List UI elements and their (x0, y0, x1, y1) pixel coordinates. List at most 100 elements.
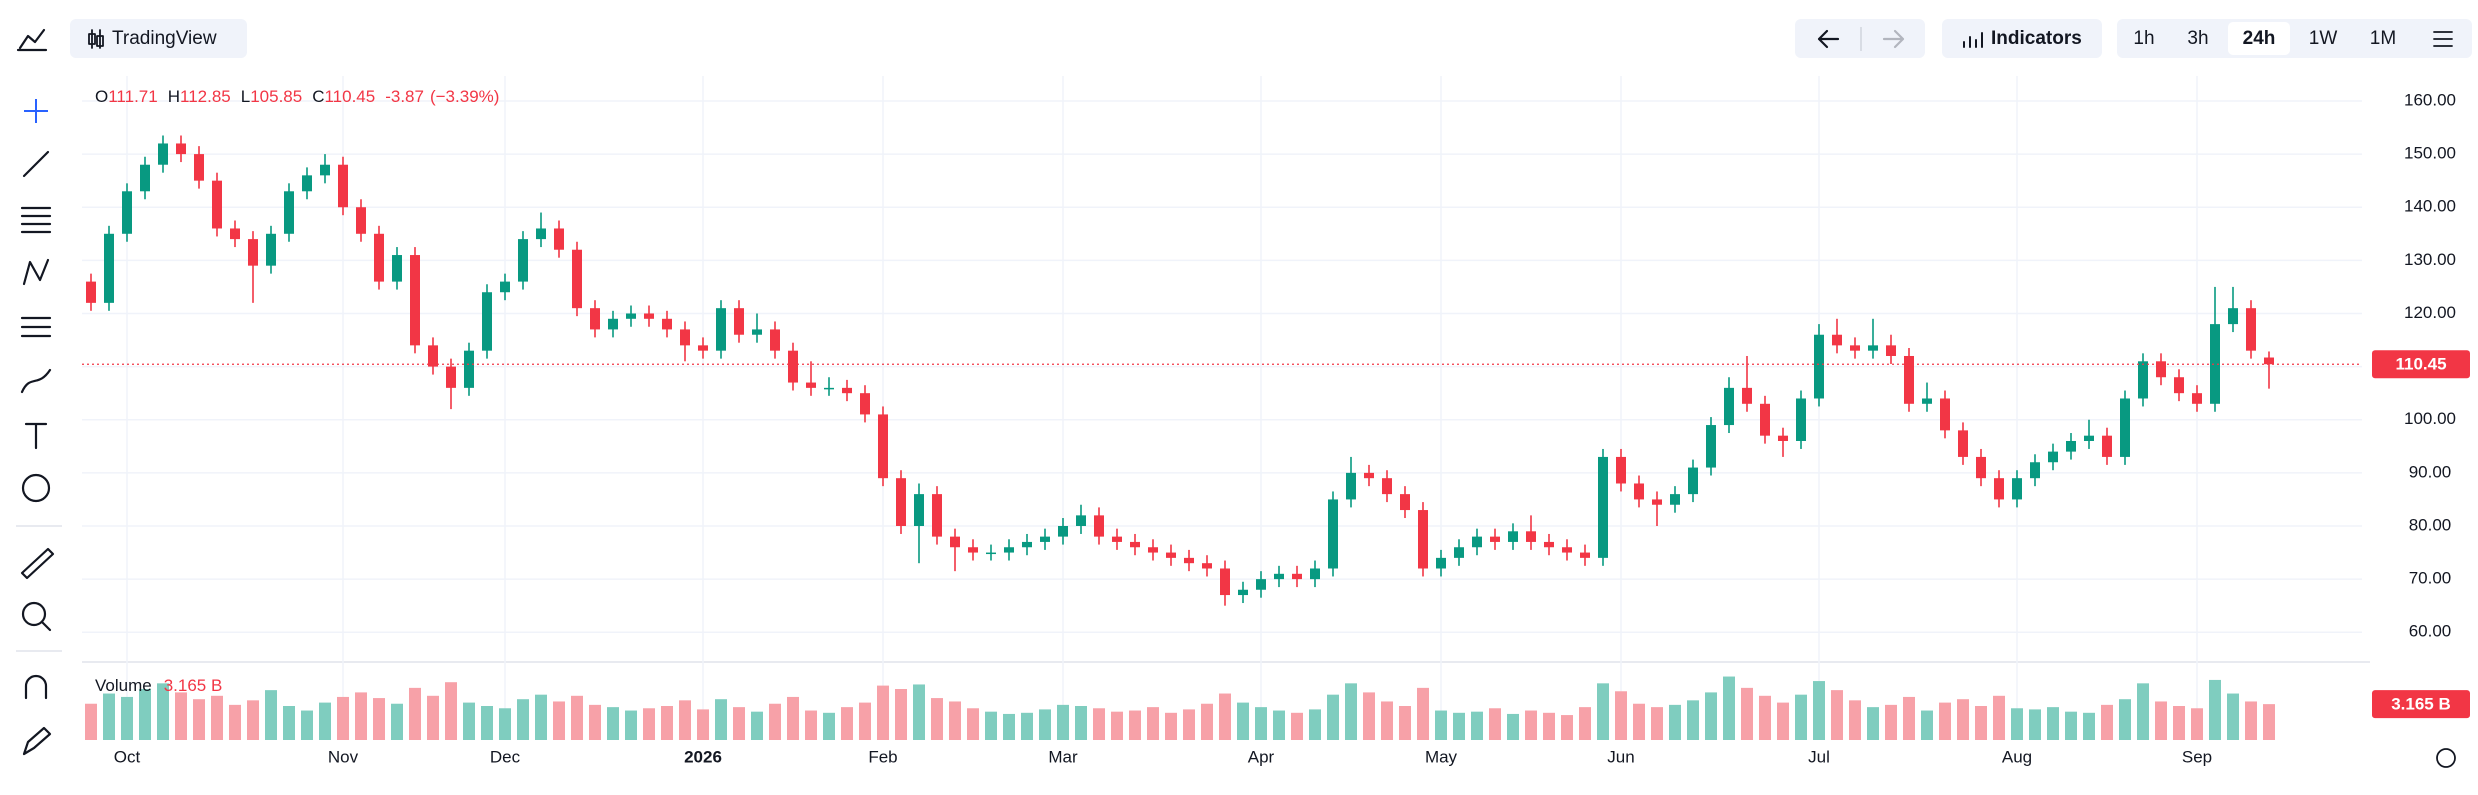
zoom-tool[interactable] (21, 601, 47, 627)
x-tick-label: Nov (328, 747, 359, 766)
volume-bar (373, 698, 385, 740)
candle-body (2174, 377, 2184, 394)
candle-body (1904, 355, 1914, 404)
timeframe-button[interactable]: 3h (2187, 28, 2208, 49)
crosshair-tool[interactable] (24, 99, 48, 123)
volume-bar (1633, 703, 1645, 740)
indicators-button[interactable] (1942, 19, 2102, 58)
timeframe-button[interactable]: 1M (2370, 28, 2396, 49)
timeframe-settings[interactable] (2433, 31, 2453, 47)
redo-button[interactable] (1882, 29, 1905, 49)
pattern-tool[interactable] (22, 258, 50, 286)
candle-body (1742, 387, 1752, 404)
volume-bar (1741, 687, 1753, 740)
candle-body (1436, 557, 1446, 569)
candle-body (1364, 472, 1374, 479)
candle-body (2030, 462, 2040, 479)
volume-bar (1417, 687, 1429, 740)
volume-bar (517, 699, 529, 740)
candle-body (1814, 334, 1824, 399)
volume-legend: Volume 3.165 B (95, 676, 222, 695)
axis-settings[interactable] (2436, 748, 2456, 768)
x-tick-label: Oct (114, 747, 141, 766)
candle-body (1220, 568, 1230, 596)
volume-bar (481, 706, 493, 740)
volume-bar (1543, 712, 1555, 740)
volume-bar (463, 702, 475, 740)
volume-bar (967, 708, 979, 740)
candle-body (536, 228, 546, 240)
volume-bar (445, 682, 457, 740)
fib-tool[interactable] (20, 206, 52, 234)
volume-bar (409, 687, 421, 740)
volume-bar (1201, 703, 1213, 740)
candle-body (1274, 573, 1284, 580)
candle-body (2156, 361, 2166, 378)
lock-drawing-tool[interactable] (22, 726, 52, 756)
candle-body (1346, 472, 1356, 500)
x-tick-label: Aug (2002, 747, 2032, 766)
candle-body (788, 350, 798, 383)
volume-bar (1237, 702, 1249, 740)
y-tick-label: 150.00 (2404, 144, 2456, 163)
candle-body (2246, 308, 2256, 351)
candle-body (410, 255, 420, 346)
volume-value: 3.165 B (164, 676, 223, 695)
timeframe-group (2117, 19, 2472, 58)
volume-bar (841, 707, 853, 740)
magnet-tool[interactable] (24, 674, 48, 700)
candle-body (662, 318, 672, 330)
candle-body (2048, 451, 2058, 463)
y-tick-label: 90.00 (2409, 462, 2452, 481)
volume-bar (139, 689, 151, 740)
chart-type-button[interactable] (16, 28, 48, 52)
trend-line-tool[interactable] (22, 150, 50, 178)
candle-body (1760, 403, 1770, 436)
candle-body (1868, 345, 1878, 351)
candle-body (212, 180, 222, 229)
text-tool[interactable] (24, 422, 48, 450)
ohlc-legend: O111.71 H112.85 L105.85 C110.45 -3.87 (−3.39%… (95, 87, 499, 106)
volume-bar (1921, 710, 1933, 740)
volume-bar (625, 710, 637, 740)
candle-body (1958, 430, 1968, 457)
candle-body (302, 175, 312, 192)
brush-tool[interactable] (20, 368, 52, 394)
volume-bar (229, 704, 241, 740)
x-tick-label: May (1425, 747, 1458, 766)
last-price-label: 110.45 (2395, 355, 2446, 374)
volume-bar (247, 700, 259, 740)
y-tick-label: 130.00 (2404, 250, 2456, 269)
brand-button[interactable] (70, 19, 247, 58)
timeframe-button[interactable]: 1W (2309, 28, 2338, 49)
timeframe-button[interactable]: 1h (2133, 28, 2154, 49)
candle-body (338, 164, 348, 208)
forecast-tool[interactable] (20, 316, 52, 338)
candle-body (230, 228, 240, 240)
volume-bar (1453, 712, 1465, 740)
timeframe-button-active[interactable]: 24h (2243, 28, 2276, 49)
volume-bar (535, 694, 547, 740)
emoji-tool[interactable] (21, 473, 51, 503)
candle-body (1382, 478, 1392, 495)
indicators-label: Indicators (1991, 28, 2082, 49)
volume-bar (1615, 691, 1627, 740)
volume-bar (1399, 706, 1411, 740)
candle-body (392, 255, 402, 282)
candle-body (2228, 308, 2238, 325)
undo-button[interactable] (1817, 29, 1840, 49)
candle-body (1850, 345, 1860, 351)
volume-bar (805, 710, 817, 740)
change-percent: (−3.39%) (430, 87, 499, 106)
candle-body (2102, 435, 2112, 457)
candle-body (1688, 467, 1698, 495)
candle-body (734, 308, 744, 335)
ruler-tool[interactable] (20, 547, 55, 580)
volume-bar (1831, 690, 1843, 740)
candle-body (2012, 478, 2022, 500)
volume-bar (85, 703, 97, 740)
candle-body (1166, 552, 1176, 558)
ohlc-key: L (241, 87, 250, 106)
volume-bar (301, 710, 313, 740)
volume-bar (787, 696, 799, 740)
